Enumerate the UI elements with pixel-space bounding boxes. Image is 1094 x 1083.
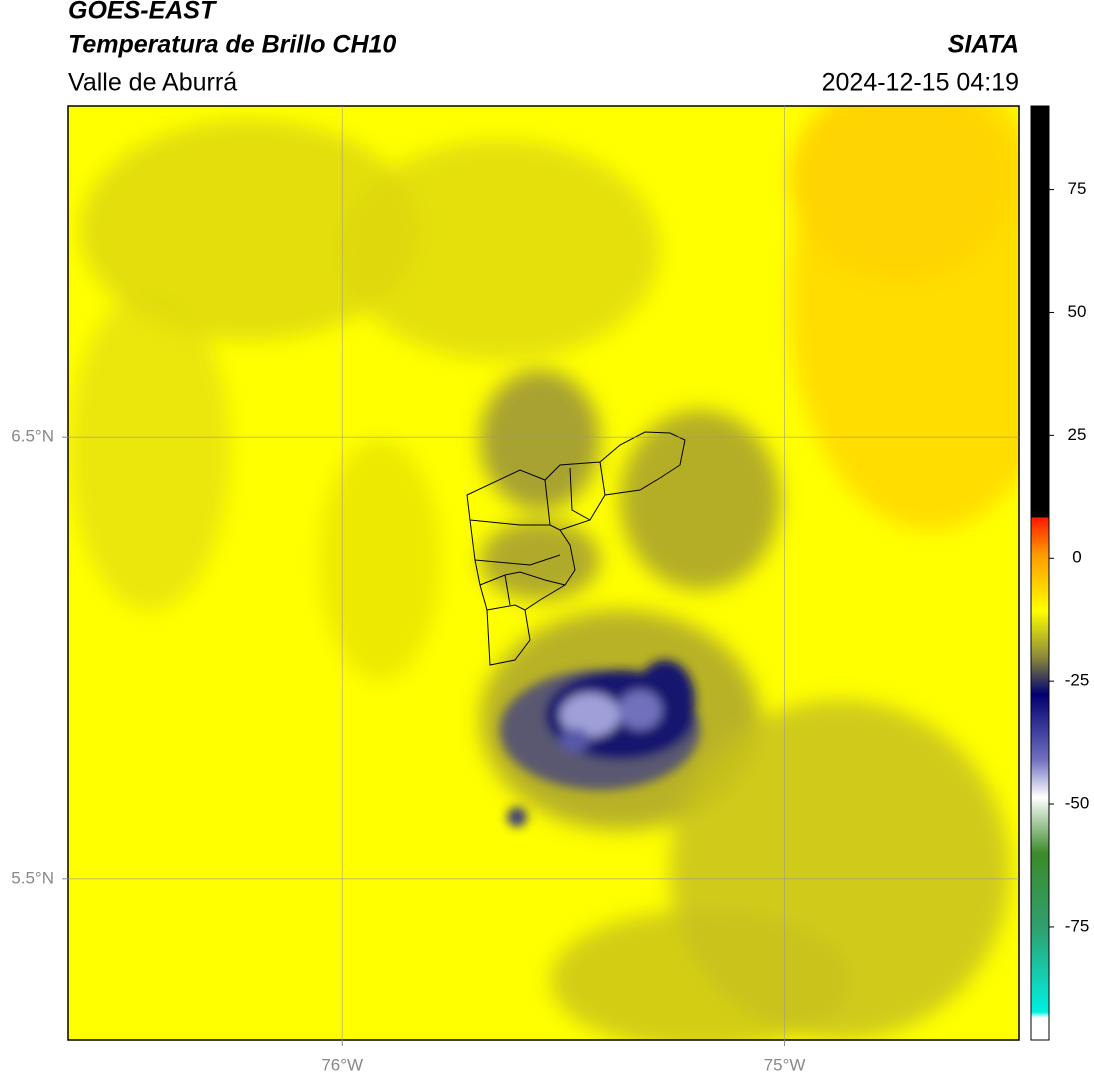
colorbar-tick-label: -75 — [1065, 916, 1090, 935]
colorbar-tick-label: -25 — [1065, 671, 1090, 690]
colorbar — [1030, 105, 1050, 1041]
x-tick-label: 75°W — [764, 1055, 806, 1074]
satellite: GOES-EAST — [68, 0, 218, 25]
colorbar-tick-label: -50 — [1065, 794, 1090, 813]
region: Valle de Aburrá — [68, 69, 237, 97]
x-tick-label: 76°W — [321, 1055, 363, 1074]
colorbar-tick-label: 50 — [1068, 302, 1087, 321]
source: SIATA — [948, 31, 1019, 59]
timestamp: 2024-12-15 04:19 — [822, 69, 1019, 97]
colorbar-tick-label: 25 — [1068, 425, 1087, 444]
map-image — [68, 106, 1019, 1040]
map-frame — [67, 105, 1020, 1041]
product: Temperatura de Brillo CH10 — [68, 31, 396, 59]
colorbar-tick-label: 75 — [1068, 179, 1087, 198]
y-tick-label: 5.5°N — [11, 868, 54, 887]
colorbar-tick-label: 0 — [1072, 548, 1081, 567]
y-tick-label: 6.5°N — [11, 427, 54, 446]
